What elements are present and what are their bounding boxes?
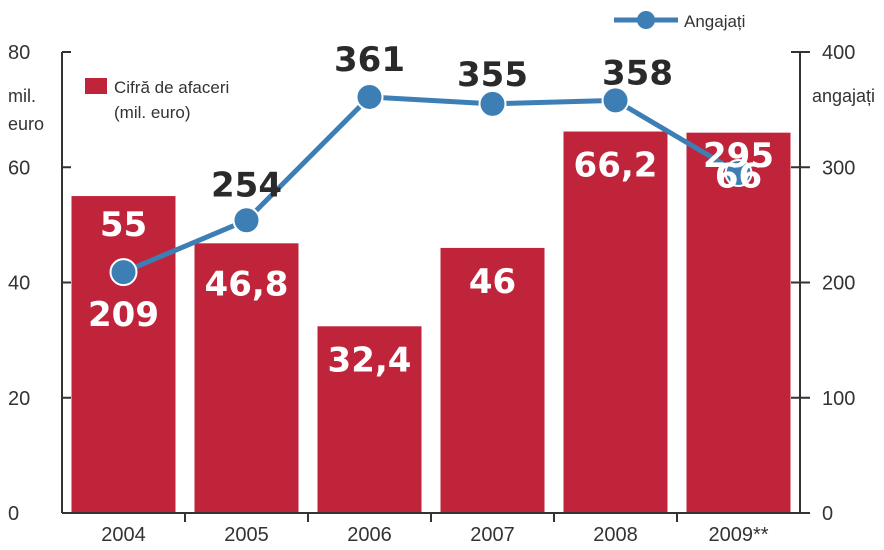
x-tick-label: 2007 — [470, 524, 515, 546]
right-tick-label: 200 — [822, 273, 855, 295]
employees-value-label: 358 — [602, 53, 673, 93]
bar-2007 — [440, 247, 545, 514]
legend-bar-label: (mil. euro) — [114, 103, 191, 122]
employees-point-2008 — [601, 86, 630, 115]
legend-line-marker — [637, 11, 655, 29]
legend-line-label: Angajați — [684, 12, 745, 31]
left-tick-label: 40 — [8, 273, 30, 295]
employees-line — [122, 94, 740, 275]
legend-bar-swatch — [85, 78, 107, 94]
left-tick-label: 0 — [8, 503, 19, 525]
left-axis-unit: mil. — [8, 86, 36, 106]
left-tick-label: 20 — [8, 388, 30, 410]
x-tick-label: 2005 — [224, 524, 269, 546]
data-labels: 55 46,8 32,4 46 66,2 66 209 254 361 355 358 295 — [88, 40, 774, 380]
right-tick-label: 400 — [822, 42, 855, 64]
right-tick-label: 100 — [822, 388, 855, 410]
x-tick-label: 2009** — [708, 524, 768, 546]
x-tick-label: 2006 — [347, 524, 392, 546]
left-tick-label: 80 — [8, 42, 30, 64]
left-tick-label: 60 — [8, 157, 30, 179]
bar-value-label: 32,4 — [328, 340, 412, 380]
bar-value-label: 66 — [715, 157, 762, 197]
bar-value-label: 66,2 — [574, 146, 658, 186]
x-tick-label: 2008 — [593, 524, 638, 546]
employees-value-label: 254 — [211, 165, 282, 205]
axes: 0 20 40 60 80 mil. euro 0 100 200 300 400 angajați 20… — [8, 42, 875, 546]
right-tick-label: 300 — [822, 157, 855, 179]
employees-value-label: 295 — [703, 136, 774, 176]
employees-point-2006 — [355, 82, 384, 111]
x-tick-label: 2004 — [101, 524, 146, 546]
employees-point-2009 — [724, 159, 753, 188]
bar-value-label: 55 — [100, 205, 147, 245]
bars — [71, 131, 791, 514]
bar-2005 — [194, 243, 299, 513]
bar-value-label: 46,8 — [205, 264, 289, 304]
employees-line-series — [109, 82, 753, 287]
bar-2009 — [686, 132, 791, 514]
employees-point-2005 — [232, 206, 261, 235]
left-axis-unit: euro — [8, 114, 44, 134]
bar-2004 — [71, 196, 176, 513]
employees-value-label: 361 — [334, 40, 405, 80]
bar-value-label: 46 — [469, 262, 516, 302]
employees-point-2004 — [109, 258, 138, 287]
employees-value-label: 209 — [88, 295, 159, 335]
right-axis-unit: angajați — [812, 86, 875, 106]
employees-value-label: 355 — [457, 55, 528, 95]
bar-2008 — [563, 131, 668, 513]
legend-bar-label: Cifră de afaceri — [114, 78, 229, 97]
legend: Cifră de afaceri (mil. euro) Angajați — [85, 11, 745, 122]
right-tick-label: 0 — [822, 503, 833, 525]
bar-2006 — [317, 326, 422, 513]
employees-point-2007 — [478, 89, 507, 118]
